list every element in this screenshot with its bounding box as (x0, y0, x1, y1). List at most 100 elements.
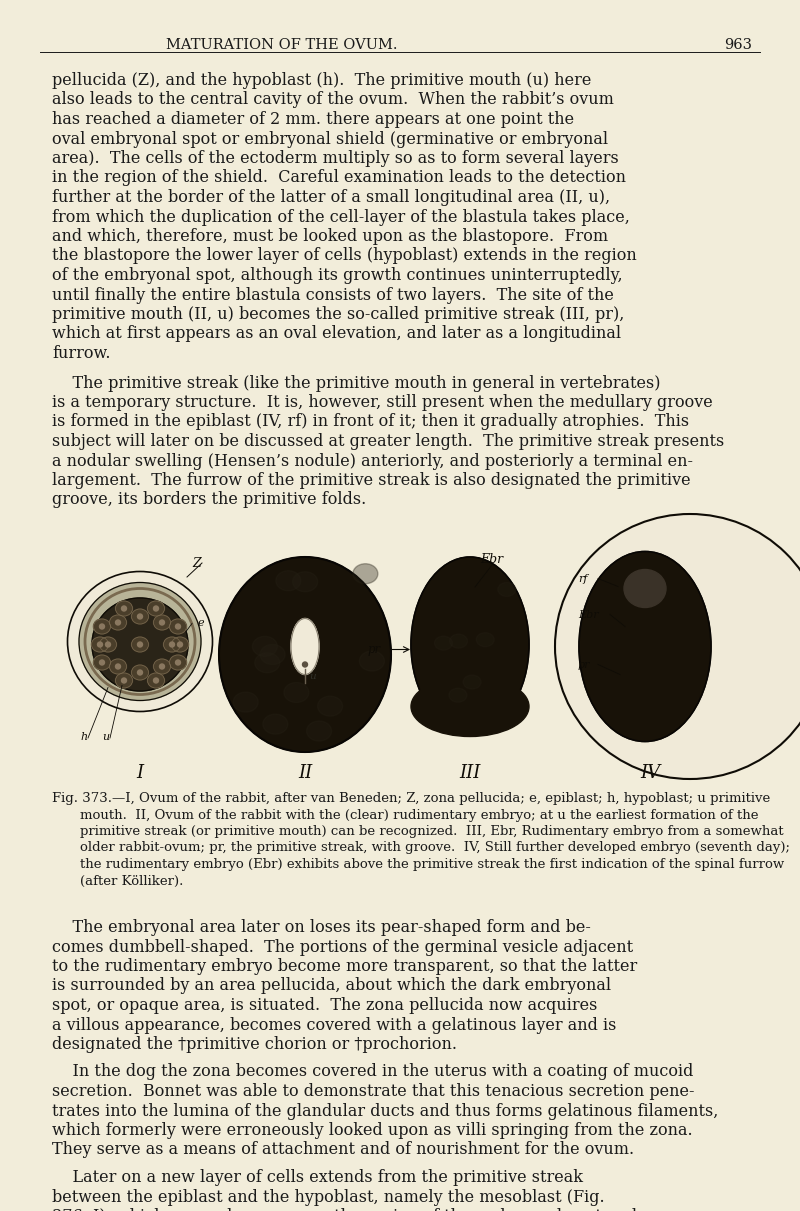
Ellipse shape (291, 619, 319, 675)
Ellipse shape (411, 677, 529, 736)
Ellipse shape (115, 673, 133, 688)
Text: spot, or opaque area, is situated.  The zona pellucida now acquires: spot, or opaque area, is situated. The z… (52, 997, 598, 1014)
Text: area).  The cells of the ectoderm multiply so as to form several layers: area). The cells of the ectoderm multipl… (52, 150, 618, 167)
Text: which formerly were erroneously looked upon as villi springing from the zona.: which formerly were erroneously looked u… (52, 1123, 693, 1140)
Text: mouth.  II, Ovum of the rabbit with the (clear) rudimentary embryo; at u the ear: mouth. II, Ovum of the rabbit with the (… (80, 809, 758, 821)
Ellipse shape (122, 678, 126, 683)
Ellipse shape (276, 570, 301, 591)
Text: II: II (298, 764, 312, 782)
Text: rf: rf (578, 574, 587, 584)
Text: The embryonal area later on loses its pear-shaped form and be-: The embryonal area later on loses its pe… (52, 919, 591, 936)
Text: until finally the entire blastula consists of two layers.  The site of the: until finally the entire blastula consis… (52, 287, 614, 304)
Text: trates into the lumina of the glandular ducts and thus forms gelatinous filament: trates into the lumina of the glandular … (52, 1102, 718, 1119)
Ellipse shape (98, 642, 102, 647)
Ellipse shape (175, 624, 181, 629)
Ellipse shape (92, 598, 188, 691)
Text: I: I (137, 764, 143, 782)
Text: secretion.  Bonnet was able to demonstrate that this tenacious secretion pene-: secretion. Bonnet was able to demonstrat… (52, 1083, 694, 1100)
Ellipse shape (233, 691, 258, 712)
Ellipse shape (94, 619, 110, 635)
Ellipse shape (115, 664, 121, 668)
Ellipse shape (252, 636, 278, 656)
Text: is formed in the epiblast (IV, rf) in front of it; then it gradually atrophies. : is formed in the epiblast (IV, rf) in fr… (52, 413, 689, 430)
Ellipse shape (99, 660, 105, 665)
Ellipse shape (79, 582, 201, 700)
Text: is a temporary structure.  It is, however, still present when the medullary groo: is a temporary structure. It is, however… (52, 394, 713, 411)
Text: In the dog the zona becomes covered in the uterus with a coating of mucoid: In the dog the zona becomes covered in t… (52, 1063, 694, 1080)
Ellipse shape (106, 642, 110, 647)
Ellipse shape (450, 635, 467, 648)
Text: pr: pr (368, 643, 381, 656)
Ellipse shape (178, 642, 182, 647)
Ellipse shape (115, 620, 121, 625)
Text: is surrounded by an area pellucida, about which the dark embryonal: is surrounded by an area pellucida, abou… (52, 977, 611, 994)
Ellipse shape (463, 675, 481, 689)
Ellipse shape (170, 619, 186, 635)
Text: primitive mouth (II, u) becomes the so-called primitive streak (III, pr),: primitive mouth (II, u) becomes the so-c… (52, 306, 624, 323)
Text: to the rudimentary embryo become more transparent, so that the latter: to the rudimentary embryo become more tr… (52, 958, 638, 975)
Ellipse shape (163, 637, 181, 652)
Text: The primitive streak (like the primitive mouth in general in vertebrates): The primitive streak (like the primitive… (52, 374, 661, 391)
Text: (after Kölliker).: (after Kölliker). (80, 874, 183, 888)
Ellipse shape (99, 624, 105, 629)
Text: and which, therefore, must be looked upon as the blastopore.  From: and which, therefore, must be looked upo… (52, 228, 608, 245)
Text: comes dumbbell-shaped.  The portions of the germinal vesicle adjacent: comes dumbbell-shaped. The portions of t… (52, 939, 633, 955)
Text: Later on a new layer of cells extends from the primitive streak: Later on a new layer of cells extends fr… (52, 1169, 583, 1186)
Ellipse shape (67, 572, 213, 712)
Ellipse shape (170, 655, 186, 670)
Text: IV: IV (640, 764, 660, 782)
Ellipse shape (110, 615, 126, 630)
Text: oval embryonal spot or embryonal shield (germinative or embryonal: oval embryonal spot or embryonal shield … (52, 131, 608, 148)
Ellipse shape (159, 620, 165, 625)
Ellipse shape (159, 664, 165, 668)
Text: in the region of the shield.  Careful examination leads to the detection: in the region of the shield. Careful exa… (52, 170, 626, 186)
Text: largement.  The furrow of the primitive streak is also designated the primitive: largement. The furrow of the primitive s… (52, 472, 690, 489)
Ellipse shape (555, 513, 800, 779)
Ellipse shape (353, 564, 378, 584)
Ellipse shape (154, 659, 170, 675)
Ellipse shape (154, 678, 158, 683)
Ellipse shape (293, 572, 318, 592)
Text: e: e (198, 619, 205, 629)
Ellipse shape (254, 653, 280, 673)
Ellipse shape (263, 714, 288, 734)
Text: Ebr: Ebr (578, 609, 598, 620)
Text: the rudimentary embryo (Ebr) exhibits above the primitive streak the first indic: the rudimentary embryo (Ebr) exhibits ab… (80, 859, 784, 871)
Ellipse shape (624, 569, 666, 608)
Text: from which the duplication of the cell-layer of the blastula takes place,: from which the duplication of the cell-l… (52, 208, 630, 225)
Text: pr: pr (578, 660, 590, 670)
Ellipse shape (154, 615, 170, 630)
Text: older rabbit-ovum; pr, the primitive streak, with groove.  IV, Still further dev: older rabbit-ovum; pr, the primitive str… (80, 842, 790, 855)
Ellipse shape (434, 636, 453, 650)
Ellipse shape (131, 665, 149, 681)
Ellipse shape (175, 660, 181, 665)
Text: which at first appears as an oval elevation, and later as a longitudinal: which at first appears as an oval elevat… (52, 326, 621, 343)
Text: further at the border of the latter of a small longitudinal area (II, u),: further at the border of the latter of a… (52, 189, 610, 206)
Ellipse shape (99, 637, 117, 652)
Ellipse shape (411, 557, 529, 731)
Text: a villous appearance, becomes covered with a gelatinous layer and is: a villous appearance, becomes covered wi… (52, 1016, 616, 1033)
Ellipse shape (284, 683, 309, 702)
Text: designated the †primitive chorion or †prochorion.: designated the †primitive chorion or †pr… (52, 1035, 457, 1054)
Text: Fig. 373.—I, Ovum of the rabbit, after van Beneden; Z, zona pellucida; e, epibla: Fig. 373.—I, Ovum of the rabbit, after v… (52, 792, 770, 805)
Ellipse shape (91, 637, 109, 652)
Ellipse shape (147, 601, 165, 616)
Ellipse shape (359, 652, 385, 671)
Ellipse shape (110, 659, 126, 675)
Text: h: h (80, 731, 87, 742)
Ellipse shape (94, 655, 110, 670)
Text: also leads to the central cavity of the ovum.  When the rabbit’s ovum: also leads to the central cavity of the … (52, 92, 614, 109)
Ellipse shape (579, 551, 711, 741)
Ellipse shape (306, 721, 331, 741)
Text: the blastopore the lower layer of cells (hypoblast) extends in the region: the blastopore the lower layer of cells … (52, 247, 637, 264)
Ellipse shape (318, 696, 342, 716)
Ellipse shape (302, 662, 307, 667)
Ellipse shape (219, 557, 391, 752)
Text: a nodular swelling (Hensen’s nodule) anteriorly, and posteriorly a terminal en-: a nodular swelling (Hensen’s nodule) ant… (52, 453, 693, 470)
Text: u: u (102, 731, 109, 742)
Ellipse shape (154, 606, 158, 612)
Text: subject will later on be discussed at greater length.  The primitive streak pres: subject will later on be discussed at gr… (52, 434, 724, 450)
Ellipse shape (171, 637, 189, 652)
Text: furrow.: furrow. (52, 345, 110, 362)
Ellipse shape (138, 642, 142, 647)
